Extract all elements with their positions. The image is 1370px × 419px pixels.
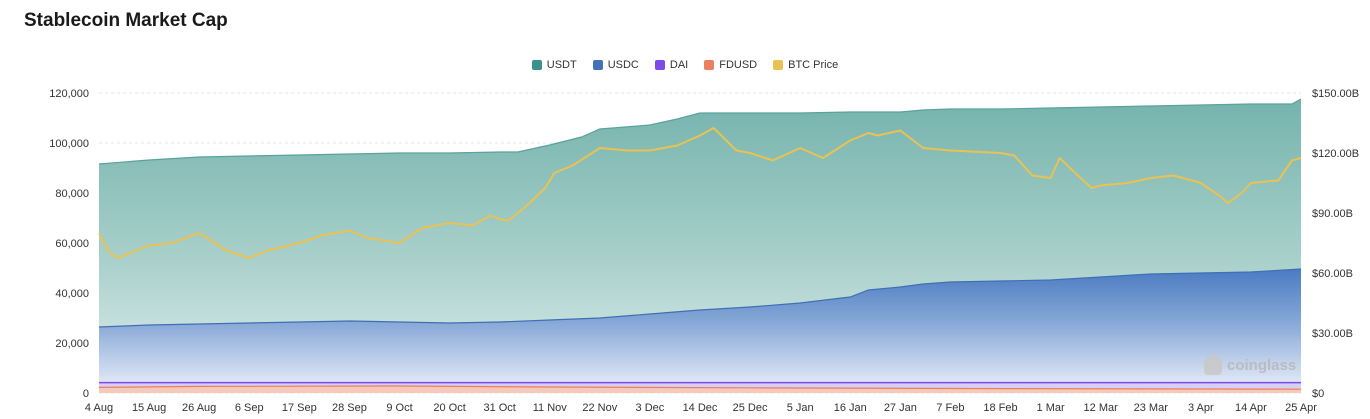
x-axis-ticks: 4 Aug 15 Aug 26 Aug 6 Sep 17 Sep 28 Sep 9 Oct 2…	[85, 402, 1317, 414]
x-axis-tick-label: 1 Mar	[1037, 402, 1065, 414]
x-axis-tick-label: 9 Oct	[386, 402, 412, 414]
x-axis-tick-label: 27 Jan	[884, 402, 917, 414]
usdc-line	[98, 268, 1302, 328]
x-axis-tick-label: 28 Sep	[332, 402, 367, 414]
legend-label-dai: DAI	[669, 59, 689, 71]
legend-label-usdc: USDC	[607, 59, 639, 71]
x-axis-tick-label: 25 Apr	[1285, 402, 1317, 414]
series-lines	[98, 127, 1302, 259]
right-axis-ticks: $0 $30.00B $60.00B $90.00B $120.00B $150.00B	[1312, 88, 1359, 400]
legend-swatch-usdc	[592, 60, 603, 70]
x-axis-tick-label: 17 Sep	[282, 402, 317, 414]
coinglass-logo-icon	[1204, 355, 1222, 375]
left-axis-ticks: 0 20,000 40,000 60,000 80,000 100,000 120,000	[49, 88, 89, 400]
usdt-line	[98, 98, 1302, 165]
left-axis-tick-label: 0	[83, 388, 89, 400]
fdusd-line	[98, 385, 1302, 390]
x-axis-tick-label: 5 Jan	[787, 402, 814, 414]
left-axis-tick-label: 100,000	[49, 138, 89, 150]
legend-item-fdusd[interactable]: FDUSD	[704, 59, 757, 71]
left-axis-tick-label: 20,000	[55, 338, 89, 350]
fdusd-area[interactable]	[99, 386, 1301, 393]
right-axis-tick-label: $120.00B	[1312, 148, 1359, 160]
legend-swatch-btc-price	[773, 60, 784, 70]
x-axis-tick-label: 23 Mar	[1134, 402, 1169, 414]
x-axis-tick-label: 18 Feb	[983, 402, 1017, 414]
right-axis-tick-label: $90.00B	[1312, 208, 1353, 220]
x-axis-tick-label: 3 Apr	[1188, 402, 1214, 414]
legend-label-fdusd: FDUSD	[719, 59, 758, 71]
coinglass-watermark: coinglass	[1204, 355, 1296, 375]
usdc-area[interactable]	[99, 269, 1301, 393]
x-axis-tick-label: 31 Oct	[483, 402, 515, 414]
left-axis-tick-label: 60,000	[55, 238, 89, 250]
x-axis-tick-label: 15 Aug	[132, 402, 166, 414]
x-axis-tick-label: 26 Aug	[182, 402, 216, 414]
x-axis-tick-label: 7 Feb	[936, 402, 964, 414]
x-axis-tick-label: 20 Oct	[433, 402, 465, 414]
left-axis-tick-label: 40,000	[55, 288, 89, 300]
legend-item-dai[interactable]: DAI	[654, 59, 689, 71]
watermark-text: coinglass	[1227, 356, 1297, 374]
x-axis-tick-label: 14 Apr	[1235, 402, 1267, 414]
legend-swatch-usdt	[531, 60, 542, 70]
chart-legend: USDT USDC DAI FDUSD BTC Price	[0, 59, 1370, 71]
left-axis-tick-label: 120,000	[49, 88, 89, 100]
series-areas	[98, 98, 1302, 393]
x-axis-tick-label: 6 Sep	[235, 402, 264, 414]
x-axis-tick-label: 25 Dec	[733, 402, 768, 414]
legend-item-usdt[interactable]: USDT	[531, 59, 577, 71]
legend-label-usdt: USDT	[546, 59, 577, 71]
right-axis-tick-label: $150.00B	[1312, 88, 1359, 100]
legend-swatch-fdusd	[704, 60, 715, 70]
btc-price-line[interactable]	[98, 127, 1302, 259]
legend-item-btc-price[interactable]: BTC Price	[773, 59, 838, 71]
x-axis-tick-label: 3 Dec	[636, 402, 665, 414]
x-axis-tick-label: 11 Nov	[533, 402, 568, 414]
right-axis-tick-label: $0	[1312, 388, 1324, 400]
chart-title: Stablecoin Market Cap	[24, 10, 228, 31]
left-axis-tick-label: 80,000	[55, 188, 89, 200]
x-axis-tick-label: 12 Mar	[1084, 402, 1119, 414]
right-axis-tick-label: $60.00B	[1312, 268, 1353, 280]
right-axis-tick-label: $30.00B	[1312, 328, 1353, 340]
legend-label-btc-price: BTC Price	[788, 59, 839, 71]
legend-item-usdc[interactable]: USDC	[592, 59, 639, 71]
x-axis-tick-label: 14 Dec	[683, 402, 718, 414]
x-axis-tick-label: 22 Nov	[582, 402, 617, 414]
legend-swatch-dai	[654, 60, 665, 70]
x-axis-tick-label: 16 Jan	[834, 402, 867, 414]
x-axis-tick-label: 4 Aug	[85, 402, 113, 414]
